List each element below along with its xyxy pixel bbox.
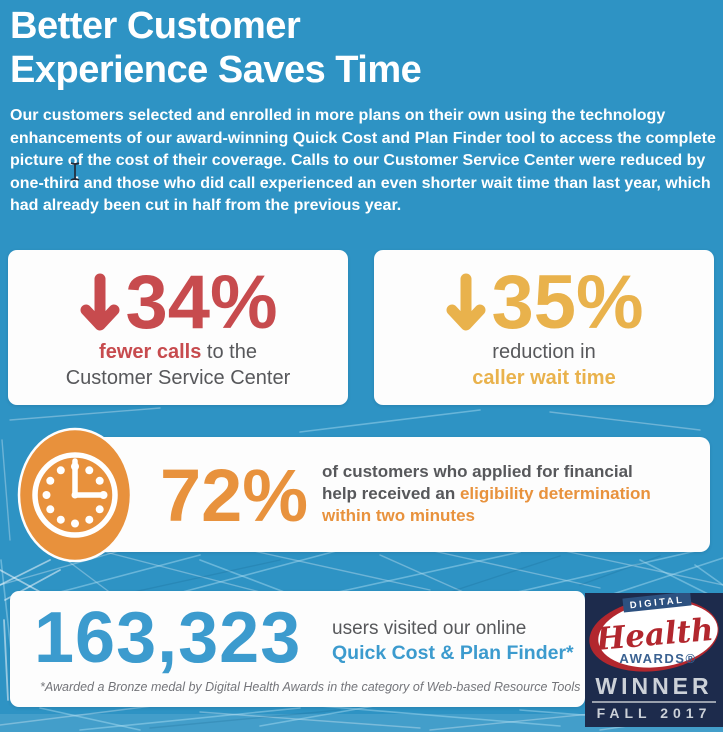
- digital-health-awards-badge: DIGITAL Health AWARDS® WINNER FALL 2017: [585, 593, 723, 727]
- eligibility-highlight: eligibility determination: [459, 484, 651, 503]
- eligibility-highlight: within two minutes: [322, 506, 475, 525]
- eligibility-text-line3: within two minutes: [322, 505, 722, 527]
- stat-value-row: 34%: [8, 263, 348, 343]
- stat-value-row: 35%: [374, 263, 714, 343]
- stat-highlight: fewer calls: [99, 341, 202, 363]
- stat-card-fewer-calls: 34% fewer calls to the Customer Service …: [8, 250, 348, 405]
- stat-caption-text: to the: [201, 341, 257, 363]
- badge-winner-label: WINNER: [595, 673, 713, 699]
- eligibility-text: of customers who applied for financial h…: [322, 461, 722, 527]
- eligibility-text-line2: help received an eligibility determinati…: [322, 483, 722, 505]
- visitors-banner: 163,323 users visited our online Quick C…: [10, 591, 585, 707]
- page-title-line1: Better Customer: [10, 5, 301, 47]
- stat-caption-line1: fewer calls to the: [8, 339, 348, 365]
- visitors-text: users visited our online Quick Cost & Pl…: [332, 616, 574, 666]
- clock-icon: [17, 427, 133, 563]
- eligibility-gray-text: of customers who applied for financial: [322, 462, 633, 481]
- header: Better Customer Experience Saves Time Ou…: [10, 4, 716, 234]
- eligibility-text-line1: of customers who applied for financial: [322, 461, 722, 483]
- down-arrow-icon: [446, 273, 486, 331]
- award-seal-icon: DIGITAL Health AWARDS®: [589, 593, 719, 672]
- eligibility-gray-text: help received an: [322, 484, 460, 503]
- down-arrow-icon: [80, 273, 120, 331]
- stat-card-wait-time: 35% reduction in caller wait time: [374, 250, 714, 405]
- visitors-tool-name: Quick Cost & Plan Finder*: [332, 642, 574, 664]
- visitors-text-line1: users visited our online: [332, 618, 527, 639]
- page-title-line2: Experience Saves Time: [10, 49, 422, 91]
- stat-highlight: caller wait time: [472, 367, 616, 389]
- stat-caption-line2: Customer Service Center: [65, 367, 291, 389]
- stat-caption: reduction in caller wait time: [374, 339, 714, 391]
- stat-caption-line1: reduction in: [492, 341, 596, 363]
- text-cursor-icon: [70, 162, 80, 181]
- badge-divider: [592, 701, 716, 703]
- stat-caption: fewer calls to the Customer Service Cent…: [8, 339, 348, 391]
- award-footnote: *Awarded a Bronze medal by Digital Healt…: [40, 680, 581, 694]
- intro-paragraph: Our customers selected and enrolled in m…: [10, 107, 716, 215]
- visitors-count: 163,323: [34, 598, 302, 678]
- page-title: Better Customer Experience Saves Time: [10, 4, 715, 92]
- stat-value: 34%: [125, 260, 278, 345]
- stat-value: 35%: [491, 260, 644, 345]
- badge-awards-label: AWARDS®: [619, 651, 696, 666]
- eligibility-banner: 72% of customers who applied for financi…: [60, 437, 710, 552]
- badge-season-label: FALL 2017: [596, 705, 712, 721]
- eligibility-value: 72%: [160, 454, 309, 537]
